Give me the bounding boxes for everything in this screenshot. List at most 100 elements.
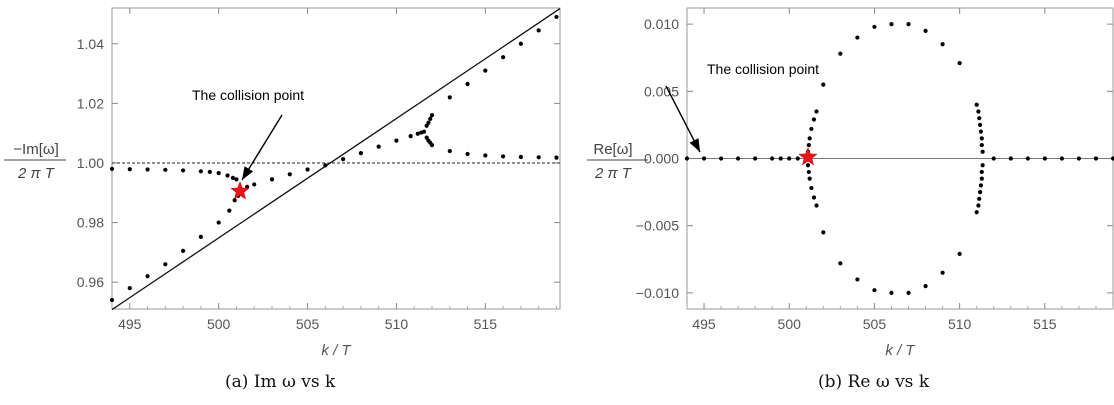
data-point <box>889 290 894 295</box>
data-point <box>811 117 817 122</box>
data-point <box>811 195 817 200</box>
data-point <box>979 176 984 181</box>
data-point <box>906 22 911 27</box>
data-point <box>145 274 150 279</box>
data-point <box>787 156 792 161</box>
data-point <box>718 156 724 161</box>
arrow-head <box>689 138 700 152</box>
data-point <box>778 156 783 161</box>
data-point <box>216 220 221 225</box>
data-point <box>501 154 506 159</box>
data-point <box>415 131 420 136</box>
y-axis-label-numerator: Re[ω] <box>593 141 632 158</box>
data-point <box>976 203 981 208</box>
data-point <box>974 210 979 215</box>
data-point <box>809 126 814 132</box>
data-point <box>838 51 843 56</box>
data-point <box>872 24 877 29</box>
data-point <box>977 116 982 121</box>
data-point <box>358 151 363 156</box>
data-point <box>838 261 843 266</box>
x-tick-label: 505 <box>863 316 887 332</box>
y-tick-label: 0.005 <box>644 83 679 99</box>
chart-a: 495 500 505 510 515 0.96 0.98 1.00 1.02 1.04 The c… <box>4 7 561 359</box>
data-point <box>906 290 911 295</box>
y-tick-label: 1.04 <box>77 36 104 52</box>
data-point <box>447 95 452 100</box>
data-point <box>1008 156 1013 161</box>
data-point <box>426 120 431 125</box>
data-point <box>976 109 981 114</box>
x-tick-label: 500 <box>778 316 802 332</box>
data-point <box>977 122 983 128</box>
x-tick-label: 515 <box>1033 316 1057 332</box>
data-point <box>145 167 150 172</box>
caption-a: (a) Im ω vs k <box>225 372 336 392</box>
data-point <box>872 288 877 293</box>
data-point <box>483 153 488 158</box>
data-point <box>518 154 523 160</box>
data-point <box>421 129 427 134</box>
data-point <box>814 203 819 208</box>
data-point <box>940 42 945 47</box>
data-point <box>974 102 979 107</box>
data-point <box>1059 156 1064 161</box>
x-tick-label: 500 <box>207 316 231 332</box>
data-point <box>770 156 775 161</box>
data-point <box>821 230 826 235</box>
data-point <box>978 129 984 134</box>
data-point <box>323 163 328 168</box>
y-axis-label-numerator: −Im[ω] <box>13 141 58 158</box>
data-point <box>980 163 985 168</box>
y-tick-label: 0.010 <box>644 16 679 32</box>
y-axis-label-denominator: 2 π T <box>594 165 633 182</box>
data-point <box>795 156 800 161</box>
data-point <box>234 177 239 182</box>
data-point <box>181 168 186 173</box>
data-point <box>483 68 488 73</box>
data-point <box>923 284 928 289</box>
y-tick-label: 0.98 <box>77 215 104 231</box>
y-tick-label: 0.96 <box>77 274 104 290</box>
x-axis-label: k / T <box>885 342 916 359</box>
data-point <box>1093 156 1099 161</box>
data-point <box>109 166 115 172</box>
data-point <box>807 176 812 181</box>
data-point <box>977 189 983 195</box>
data-point <box>1042 156 1047 161</box>
data-point <box>198 169 203 174</box>
data-point <box>805 163 811 168</box>
data-point <box>809 185 814 191</box>
data-point <box>977 196 982 201</box>
data-point <box>198 234 203 239</box>
data-point <box>465 81 470 87</box>
data-point <box>923 28 928 33</box>
data-point <box>554 14 559 20</box>
x-tick-label: 510 <box>948 316 972 332</box>
data-point <box>684 156 690 161</box>
y-tick-label: 1.02 <box>77 95 104 111</box>
x-tick-label: 515 <box>474 316 498 332</box>
chart-b: 495 500 505 510 515 0.010 0.005 0.000 −0.005 −0.0… <box>587 7 1114 359</box>
x-tick-label: 505 <box>296 316 320 332</box>
collision-star <box>230 181 250 200</box>
data-point <box>394 138 399 143</box>
data-point <box>163 167 168 172</box>
data-point <box>940 270 945 275</box>
data-point <box>181 248 186 253</box>
collision-star <box>798 146 818 166</box>
data-point <box>753 156 758 161</box>
data-point <box>465 151 470 157</box>
data-point <box>821 82 826 87</box>
data-point <box>814 109 819 114</box>
data-point <box>1025 156 1030 161</box>
data-point <box>889 22 894 27</box>
y-tick-label: −0.005 <box>636 218 679 234</box>
data-point <box>1110 156 1114 161</box>
x-axis-label: k / T <box>321 342 352 359</box>
data-point <box>979 136 984 141</box>
data-point <box>230 175 235 180</box>
data-point <box>341 156 346 162</box>
data-point <box>408 134 413 139</box>
